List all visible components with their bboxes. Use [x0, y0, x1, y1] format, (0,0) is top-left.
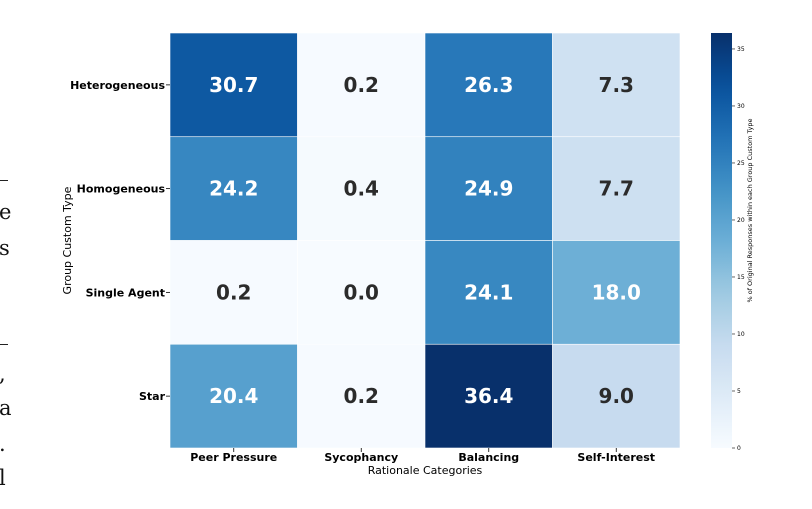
- heatmap-cell: [424, 32, 553, 138]
- heatmap-cell: [552, 240, 681, 345]
- heatmap-cell: [297, 343, 426, 449]
- cell-value-label: 0.2: [344, 73, 379, 97]
- cell-value-label: 0.0: [344, 280, 379, 304]
- margin-text: a: [0, 396, 12, 420]
- colorbar-tick-label: 15: [737, 274, 745, 281]
- y-tick-label: Heterogeneous: [70, 79, 165, 92]
- y-tick-label: Single Agent: [86, 286, 165, 299]
- heatmap-cell: [424, 343, 553, 449]
- x-tick-label: Balancing: [458, 451, 519, 464]
- x-tick-label: Sycophancy: [324, 451, 398, 464]
- heatmap-cell: [169, 32, 298, 138]
- colorbar-tick-label: 10: [737, 331, 745, 338]
- cell-value-label: 0.2: [216, 280, 251, 304]
- cell-value-label: 20.4: [209, 384, 258, 408]
- heatmap-cell: [169, 343, 298, 449]
- cell-value-label: 24.9: [464, 177, 513, 201]
- cell-value-label: 9.0: [599, 384, 634, 408]
- heatmap-cell: [552, 32, 681, 138]
- margin-text: l: [0, 466, 6, 490]
- cell-value-label: 7.3: [599, 73, 634, 97]
- heatmap-cell: [297, 136, 426, 241]
- colorbar-tick-label: 30: [737, 103, 745, 110]
- margin-rule: [0, 180, 8, 181]
- margin-rule: [0, 344, 8, 345]
- x-axis-title: Rationale Categories: [368, 464, 483, 477]
- x-tick-label: Peer Pressure: [190, 451, 277, 464]
- colorbar-label: % of Original Responses within each Grou…: [746, 118, 754, 302]
- heatmap-cell: [552, 343, 681, 449]
- cell-value-label: 30.7: [209, 73, 258, 97]
- heatmap-cell: [297, 32, 426, 138]
- cell-value-label: 0.4: [344, 177, 379, 201]
- cell-value-label: 24.1: [464, 280, 513, 304]
- heatmap-cell: [424, 136, 553, 241]
- cell-value-label: 18.0: [592, 280, 641, 304]
- colorbar-tick-label: 0: [737, 445, 741, 452]
- heatmap-cell: [297, 240, 426, 345]
- colorbar: [711, 33, 732, 448]
- cell-value-label: 26.3: [464, 73, 513, 97]
- y-tick-label: Homogeneous: [77, 183, 166, 196]
- cell-value-label: 0.2: [344, 384, 379, 408]
- cell-value-label: 36.4: [464, 384, 513, 408]
- margin-text: s: [0, 236, 10, 260]
- colorbar-tick-label: 20: [737, 217, 745, 224]
- y-axis-title: Group Custom Type: [61, 186, 74, 294]
- margin-text: ,: [0, 362, 6, 386]
- colorbar-tick-label: 35: [737, 46, 745, 53]
- x-tick-label: Self-Interest: [577, 451, 655, 464]
- margin-text: e: [0, 200, 12, 224]
- colorbar-tick-label: 5: [737, 388, 741, 395]
- margin-text: .: [0, 432, 6, 456]
- colorbar-tick-label: 25: [737, 160, 745, 167]
- heatmap-cell: [552, 136, 681, 241]
- cell-value-label: 7.7: [599, 177, 634, 201]
- cell-value-label: 24.2: [209, 177, 258, 201]
- heatmap-cell: [169, 136, 298, 241]
- y-tick-label: Star: [139, 390, 166, 403]
